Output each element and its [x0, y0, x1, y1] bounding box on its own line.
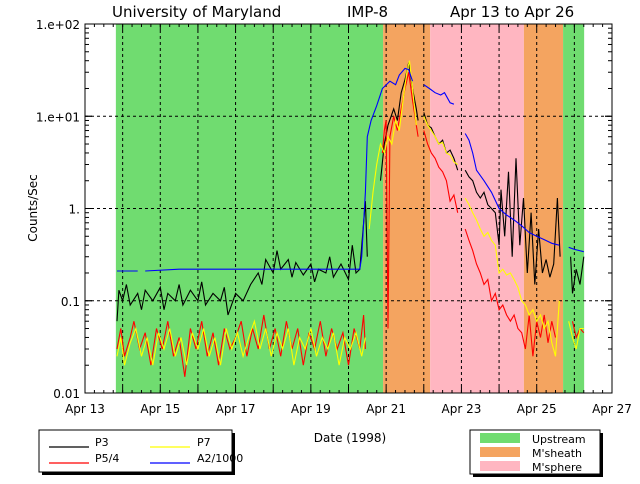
series-line-p7 [423, 116, 459, 165]
series-legend: P3 P7 P5/4 A2/1000 [38, 429, 243, 475]
series-line-a21000 [423, 84, 455, 105]
legend-swatch-msphere [480, 461, 520, 471]
y-tick-label: 0.1 [61, 295, 80, 309]
series-line-a21000 [464, 133, 560, 246]
y-tick-label: 0.01 [53, 387, 80, 401]
series-line-p7 [464, 197, 560, 357]
x-tick-label: Apr 15 [140, 402, 180, 416]
x-tick-label: Apr 21 [366, 402, 406, 416]
series-line-a21000 [145, 67, 414, 272]
axes: Apr 13 Apr 15 Apr 17 Apr 19 Apr 21 Apr 23 Apr … [36, 18, 632, 416]
series-line-p7 [568, 321, 584, 350]
series-line-p54 [423, 130, 459, 213]
legend-label-p5-4: P5/4 [95, 452, 119, 465]
series-line-p54 [381, 72, 419, 329]
legend-swatch-upstream [480, 433, 520, 443]
legend-label-msphere: M'sphere [532, 461, 582, 474]
series-line-p3 [464, 158, 561, 285]
y-tick-label: 1.e+02 [36, 18, 80, 32]
y-axis-label: Counts/Sec [26, 174, 40, 242]
x-tick-label: Apr 13 [65, 402, 105, 416]
legend-label-upstream: Upstream [532, 433, 586, 446]
legend-label-p3: P3 [95, 436, 109, 449]
series-line-p3 [570, 256, 585, 294]
title-institution: University of Maryland [112, 3, 281, 21]
series-line-a21000 [568, 246, 584, 253]
chart-title: University of Maryland IMP-8 Apr 13 to A… [112, 3, 574, 21]
legend-label-p7: P7 [197, 436, 211, 449]
y-tick-label: 1. [69, 203, 80, 217]
series-line-p7 [116, 319, 366, 366]
x-tick-label: Apr 25 [517, 402, 557, 416]
x-tick-label: Apr 27 [592, 402, 632, 416]
legend-swatch-msheath [480, 447, 520, 457]
region-legend: Upstream M'sheath M'sphere [469, 429, 603, 477]
title-date-range: Apr 13 to Apr 26 [450, 3, 574, 21]
x-tick-label: Apr 17 [216, 402, 256, 416]
title-spacecraft: IMP-8 [347, 3, 388, 21]
series-line-p7 [368, 60, 417, 230]
series-line-p3 [423, 112, 459, 171]
legend-label-a2: A2/1000 [197, 452, 243, 465]
x-tick-label: Apr 23 [442, 402, 482, 416]
series-line-p3 [379, 62, 419, 181]
series-lines [116, 60, 585, 377]
series-line-p54 [116, 314, 366, 377]
series-line-p54 [571, 321, 585, 340]
x-tick-label: Apr 19 [291, 402, 331, 416]
legend-label-msheath: M'sheath [532, 447, 582, 460]
x-axis-label: Date (1998) [314, 431, 386, 445]
series-line-p54 [464, 228, 557, 357]
series-line-p3 [116, 201, 368, 322]
y-tick-label: 1.e+01 [36, 110, 80, 124]
